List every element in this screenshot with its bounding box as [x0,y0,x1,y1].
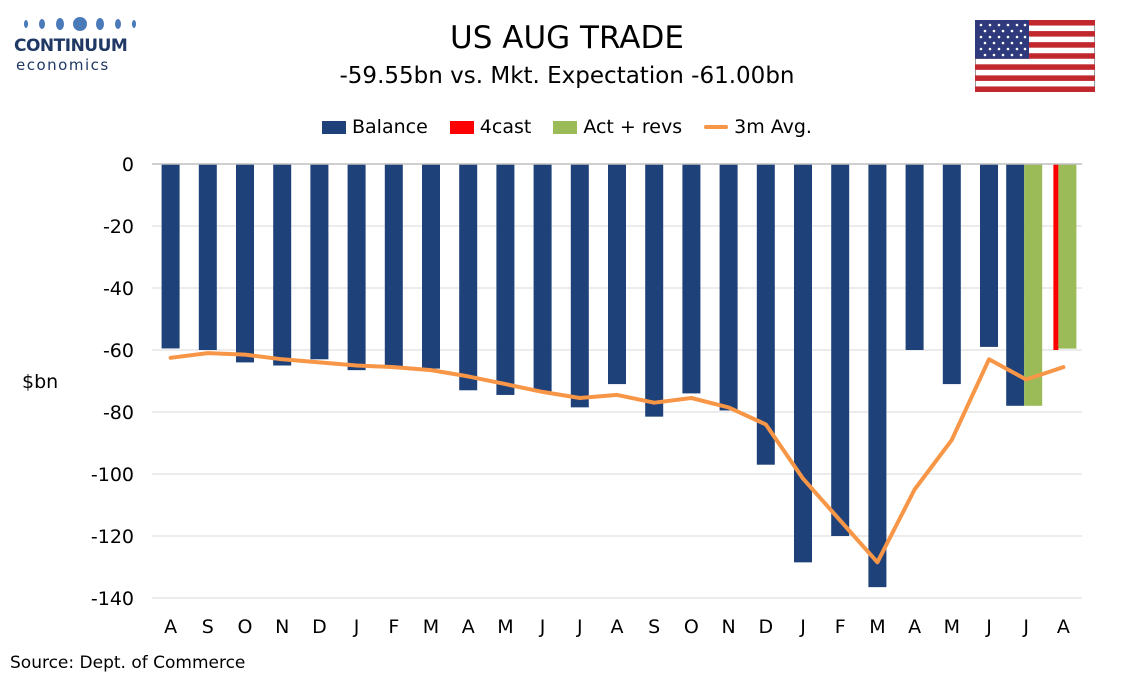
balance-bar [794,164,812,563]
x-tick-label: S [202,616,214,638]
y-tick-label: -100 [91,464,134,486]
balance-bar [496,164,515,395]
x-tick-label: F [388,616,399,638]
y-tick-label: -80 [103,402,134,424]
x-tick-label: N [275,616,289,638]
legend-line-swatch [704,125,729,129]
legend-item: Act + revs [553,116,682,138]
x-tick-label: J [985,616,992,638]
balance-bar [273,164,292,366]
balance-bar [682,164,701,394]
balance-bar [422,164,440,369]
x-tick-label: J [353,616,360,638]
legend-label: 3m Avg. [734,116,812,138]
balance-bar [645,164,664,417]
legend-item: 3m Avg. [704,116,812,138]
x-tick-label: N [721,616,735,638]
x-tick-label: J [799,616,806,638]
x-tick-label: A [908,616,921,638]
x-tick-label: A [611,616,624,638]
chart-title: US AUG TRADE [450,20,684,56]
chart-legend: Balance 4cast Act + revs 3m Avg. [0,116,1134,138]
balance-bar [533,164,552,392]
actual-revs-bar [1058,164,1077,349]
balance-bar [161,164,180,349]
us-flag-icon [975,20,1095,92]
legend-item: Balance [322,116,428,138]
x-tick-label: J [539,616,546,638]
x-tick-label: F [835,616,846,638]
balance-bar [236,164,254,363]
legend-bar-swatch [553,120,578,134]
actual-revs-bar [1024,164,1043,406]
x-tick-label: J [576,616,583,638]
continuum-logo: CONTINUUM economics [10,14,140,76]
trade-chart: 0-20-40-60-80-100-120-140$bnA S O N D J F M A M J J… [22,154,1082,638]
y-tick-label: -40 [103,278,134,300]
x-tick-label: O [684,616,699,638]
x-tick-label: M [497,616,513,638]
balance-bar [868,164,887,588]
x-tick-label: A [164,616,177,638]
balance-bar [980,164,998,347]
forecast-bar [1053,164,1059,350]
balance-bar [905,164,924,350]
logo-brand: CONTINUUM [14,36,128,56]
source-note: Source: Dept. of Commerce [10,653,246,673]
logo-dots-icon [24,17,136,31]
balance-bar [608,164,626,385]
y-tick-label: -60 [103,340,134,362]
legend-label: 4cast [479,116,532,138]
balance-bar [756,164,775,465]
balance-bar [570,164,589,408]
avg-3m-line [168,351,1066,565]
chart-subtitle: -59.55bn vs. Mkt. Expectation -61.00bn [339,63,795,89]
legend-label: Balance [352,116,428,138]
balance-bar [347,164,366,371]
x-tick-label: M [423,616,439,638]
balance-bar [719,164,738,411]
x-tick-label: S [648,616,660,638]
x-tick-label: A [462,616,475,638]
legend-label: Act + revs [583,116,683,138]
balance-bar [384,164,403,368]
balance-bar [831,164,850,536]
y-tick-label: -120 [91,526,134,548]
y-tick-label: 0 [122,154,134,176]
x-tick-label: J [1022,616,1029,638]
x-tick-label: O [238,616,253,638]
legend-bar-swatch [322,120,346,134]
balance-bar [198,164,217,350]
y-tick-label: -20 [103,216,134,238]
logo-subtitle: economics [16,56,110,74]
x-tick-label: A [1057,616,1070,638]
x-tick-label: M [869,616,885,638]
y-tick-label: -140 [91,588,134,610]
balance-bar [459,164,478,391]
x-tick-label: M [944,616,960,638]
x-tick-label: D [758,616,773,638]
legend-bar-swatch [449,120,474,134]
x-tick-label: D [312,616,327,638]
balance-bar [1006,164,1025,406]
y-axis-label: $bn [22,371,58,393]
balance-bar [310,164,329,360]
balance-bar [942,164,961,385]
legend-item: 4cast [449,116,532,138]
